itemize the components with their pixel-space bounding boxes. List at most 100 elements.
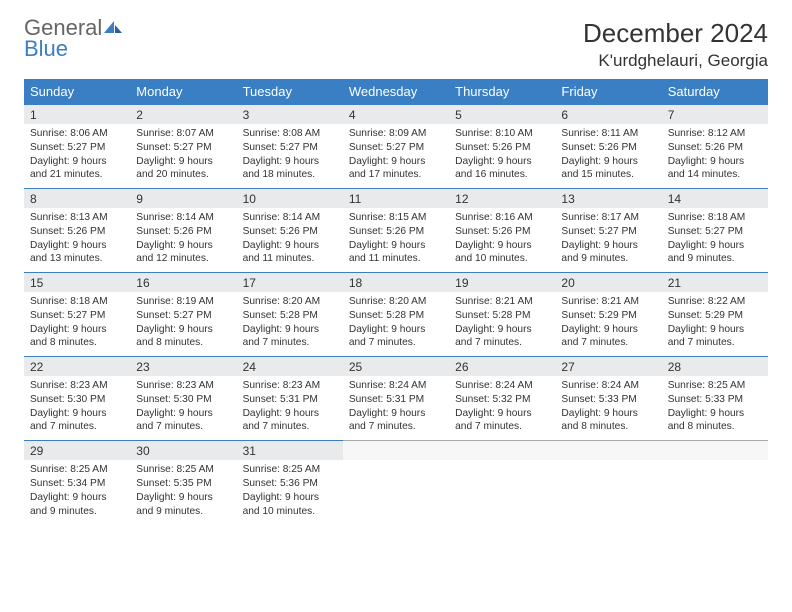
calendar-cell: 13Sunrise: 8:17 AMSunset: 5:27 PMDayligh…: [555, 188, 661, 272]
sunrise-line: Sunrise: 8:14 AM: [243, 212, 321, 223]
week-row: 1Sunrise: 8:06 AMSunset: 5:27 PMDaylight…: [24, 104, 768, 188]
cell-body: Sunrise: 8:21 AMSunset: 5:29 PMDaylight:…: [555, 292, 661, 356]
sunrise-line: Sunrise: 8:25 AM: [668, 380, 746, 391]
calendar-cell: 28Sunrise: 8:25 AMSunset: 5:33 PMDayligh…: [662, 356, 768, 440]
calendar-cell: .: [449, 440, 555, 524]
sunset-line: Sunset: 5:36 PM: [243, 478, 318, 489]
calendar-cell: 12Sunrise: 8:16 AMSunset: 5:26 PMDayligh…: [449, 188, 555, 272]
date-label: .: [555, 440, 661, 460]
location-label: K'urdghelauri, Georgia: [583, 51, 768, 71]
date-label: 1: [24, 104, 130, 124]
sunset-line: Sunset: 5:27 PM: [136, 310, 211, 321]
cell-body: Sunrise: 8:23 AMSunset: 5:31 PMDaylight:…: [237, 376, 343, 440]
sunset-line: Sunset: 5:29 PM: [668, 310, 743, 321]
sunrise-line: Sunrise: 8:12 AM: [668, 128, 746, 139]
sunset-line: Sunset: 5:26 PM: [455, 226, 530, 237]
cell-body: Sunrise: 8:17 AMSunset: 5:27 PMDaylight:…: [555, 208, 661, 272]
calendar-cell: 22Sunrise: 8:23 AMSunset: 5:30 PMDayligh…: [24, 356, 130, 440]
sunset-line: Sunset: 5:31 PM: [243, 394, 318, 405]
calendar-cell: 30Sunrise: 8:25 AMSunset: 5:35 PMDayligh…: [130, 440, 236, 524]
cell-body: Sunrise: 8:09 AMSunset: 5:27 PMDaylight:…: [343, 124, 449, 188]
cell-body: Sunrise: 8:08 AMSunset: 5:27 PMDaylight:…: [237, 124, 343, 188]
sunset-line: Sunset: 5:27 PM: [136, 142, 211, 153]
date-label: 3: [237, 104, 343, 124]
sunrise-line: Sunrise: 8:09 AM: [349, 128, 427, 139]
date-label: 7: [662, 104, 768, 124]
sunrise-line: Sunrise: 8:19 AM: [136, 296, 214, 307]
cell-body: Sunrise: 8:16 AMSunset: 5:26 PMDaylight:…: [449, 208, 555, 272]
date-label: 10: [237, 188, 343, 208]
cell-body: Sunrise: 8:07 AMSunset: 5:27 PMDaylight:…: [130, 124, 236, 188]
date-label: 25: [343, 356, 449, 376]
sunrise-line: Sunrise: 8:25 AM: [30, 464, 108, 475]
cell-body: Sunrise: 8:24 AMSunset: 5:32 PMDaylight:…: [449, 376, 555, 440]
brand-sail-icon: [102, 18, 124, 39]
calendar-cell: 15Sunrise: 8:18 AMSunset: 5:27 PMDayligh…: [24, 272, 130, 356]
date-label: .: [662, 440, 768, 460]
sunrise-line: Sunrise: 8:23 AM: [243, 380, 321, 391]
sunrise-line: Sunrise: 8:16 AM: [455, 212, 533, 223]
weeks-container: 1Sunrise: 8:06 AMSunset: 5:27 PMDaylight…: [24, 104, 768, 524]
date-label: 24: [237, 356, 343, 376]
sunset-line: Sunset: 5:26 PM: [561, 142, 636, 153]
daylight-line: Daylight: 9 hoursand 7 minutes.: [349, 324, 425, 349]
date-label: 17: [237, 272, 343, 292]
calendar-cell: 5Sunrise: 8:10 AMSunset: 5:26 PMDaylight…: [449, 104, 555, 188]
cell-body: Sunrise: 8:15 AMSunset: 5:26 PMDaylight:…: [343, 208, 449, 272]
calendar-cell: 11Sunrise: 8:15 AMSunset: 5:26 PMDayligh…: [343, 188, 449, 272]
daylight-line: Daylight: 9 hoursand 12 minutes.: [136, 240, 212, 265]
cell-body: Sunrise: 8:13 AMSunset: 5:26 PMDaylight:…: [24, 208, 130, 272]
calendar-cell: 3Sunrise: 8:08 AMSunset: 5:27 PMDaylight…: [237, 104, 343, 188]
date-label: 4: [343, 104, 449, 124]
calendar-cell: 23Sunrise: 8:23 AMSunset: 5:30 PMDayligh…: [130, 356, 236, 440]
calendar-cell: 2Sunrise: 8:07 AMSunset: 5:27 PMDaylight…: [130, 104, 236, 188]
sunset-line: Sunset: 5:31 PM: [349, 394, 424, 405]
sunrise-line: Sunrise: 8:24 AM: [455, 380, 533, 391]
calendar-cell: 1Sunrise: 8:06 AMSunset: 5:27 PMDaylight…: [24, 104, 130, 188]
sunrise-line: Sunrise: 8:22 AM: [668, 296, 746, 307]
sunset-line: Sunset: 5:33 PM: [561, 394, 636, 405]
day-head: Thursday: [449, 79, 555, 104]
week-row: 8Sunrise: 8:13 AMSunset: 5:26 PMDaylight…: [24, 188, 768, 272]
sunrise-line: Sunrise: 8:21 AM: [561, 296, 639, 307]
sunset-line: Sunset: 5:27 PM: [243, 142, 318, 153]
daylight-line: Daylight: 9 hoursand 7 minutes.: [561, 324, 637, 349]
daylight-line: Daylight: 9 hoursand 21 minutes.: [30, 156, 106, 181]
date-label: 14: [662, 188, 768, 208]
calendar-cell: 26Sunrise: 8:24 AMSunset: 5:32 PMDayligh…: [449, 356, 555, 440]
date-label: 8: [24, 188, 130, 208]
date-label: 31: [237, 440, 343, 460]
sunrise-line: Sunrise: 8:15 AM: [349, 212, 427, 223]
sunset-line: Sunset: 5:26 PM: [455, 142, 530, 153]
cell-body: Sunrise: 8:25 AMSunset: 5:35 PMDaylight:…: [130, 460, 236, 524]
daylight-line: Daylight: 9 hoursand 11 minutes.: [349, 240, 425, 265]
calendar-cell: 25Sunrise: 8:24 AMSunset: 5:31 PMDayligh…: [343, 356, 449, 440]
daylight-line: Daylight: 9 hoursand 11 minutes.: [243, 240, 319, 265]
header: General Blue December 2024 K'urdghelauri…: [24, 18, 768, 71]
cell-body: Sunrise: 8:14 AMSunset: 5:26 PMDaylight:…: [237, 208, 343, 272]
calendar-cell: 29Sunrise: 8:25 AMSunset: 5:34 PMDayligh…: [24, 440, 130, 524]
daylight-line: Daylight: 9 hoursand 18 minutes.: [243, 156, 319, 181]
sunrise-line: Sunrise: 8:20 AM: [243, 296, 321, 307]
sunrise-line: Sunrise: 8:21 AM: [455, 296, 533, 307]
daylight-line: Daylight: 9 hoursand 7 minutes.: [136, 408, 212, 433]
daylight-line: Daylight: 9 hoursand 8 minutes.: [668, 408, 744, 433]
sunrise-line: Sunrise: 8:25 AM: [243, 464, 321, 475]
day-head: Wednesday: [343, 79, 449, 104]
daylight-line: Daylight: 9 hoursand 20 minutes.: [136, 156, 212, 181]
brand-logo: General Blue: [24, 18, 124, 60]
calendar-cell: 27Sunrise: 8:24 AMSunset: 5:33 PMDayligh…: [555, 356, 661, 440]
sunset-line: Sunset: 5:32 PM: [455, 394, 530, 405]
sunrise-line: Sunrise: 8:24 AM: [349, 380, 427, 391]
date-label: 2: [130, 104, 236, 124]
cell-body: Sunrise: 8:11 AMSunset: 5:26 PMDaylight:…: [555, 124, 661, 188]
cell-body: Sunrise: 8:21 AMSunset: 5:28 PMDaylight:…: [449, 292, 555, 356]
sunset-line: Sunset: 5:27 PM: [30, 310, 105, 321]
day-head: Saturday: [662, 79, 768, 104]
calendar-cell: 8Sunrise: 8:13 AMSunset: 5:26 PMDaylight…: [24, 188, 130, 272]
daylight-line: Daylight: 9 hoursand 14 minutes.: [668, 156, 744, 181]
day-head: Tuesday: [237, 79, 343, 104]
cell-body: Sunrise: 8:23 AMSunset: 5:30 PMDaylight:…: [130, 376, 236, 440]
calendar-cell: 20Sunrise: 8:21 AMSunset: 5:29 PMDayligh…: [555, 272, 661, 356]
calendar-cell: 31Sunrise: 8:25 AMSunset: 5:36 PMDayligh…: [237, 440, 343, 524]
